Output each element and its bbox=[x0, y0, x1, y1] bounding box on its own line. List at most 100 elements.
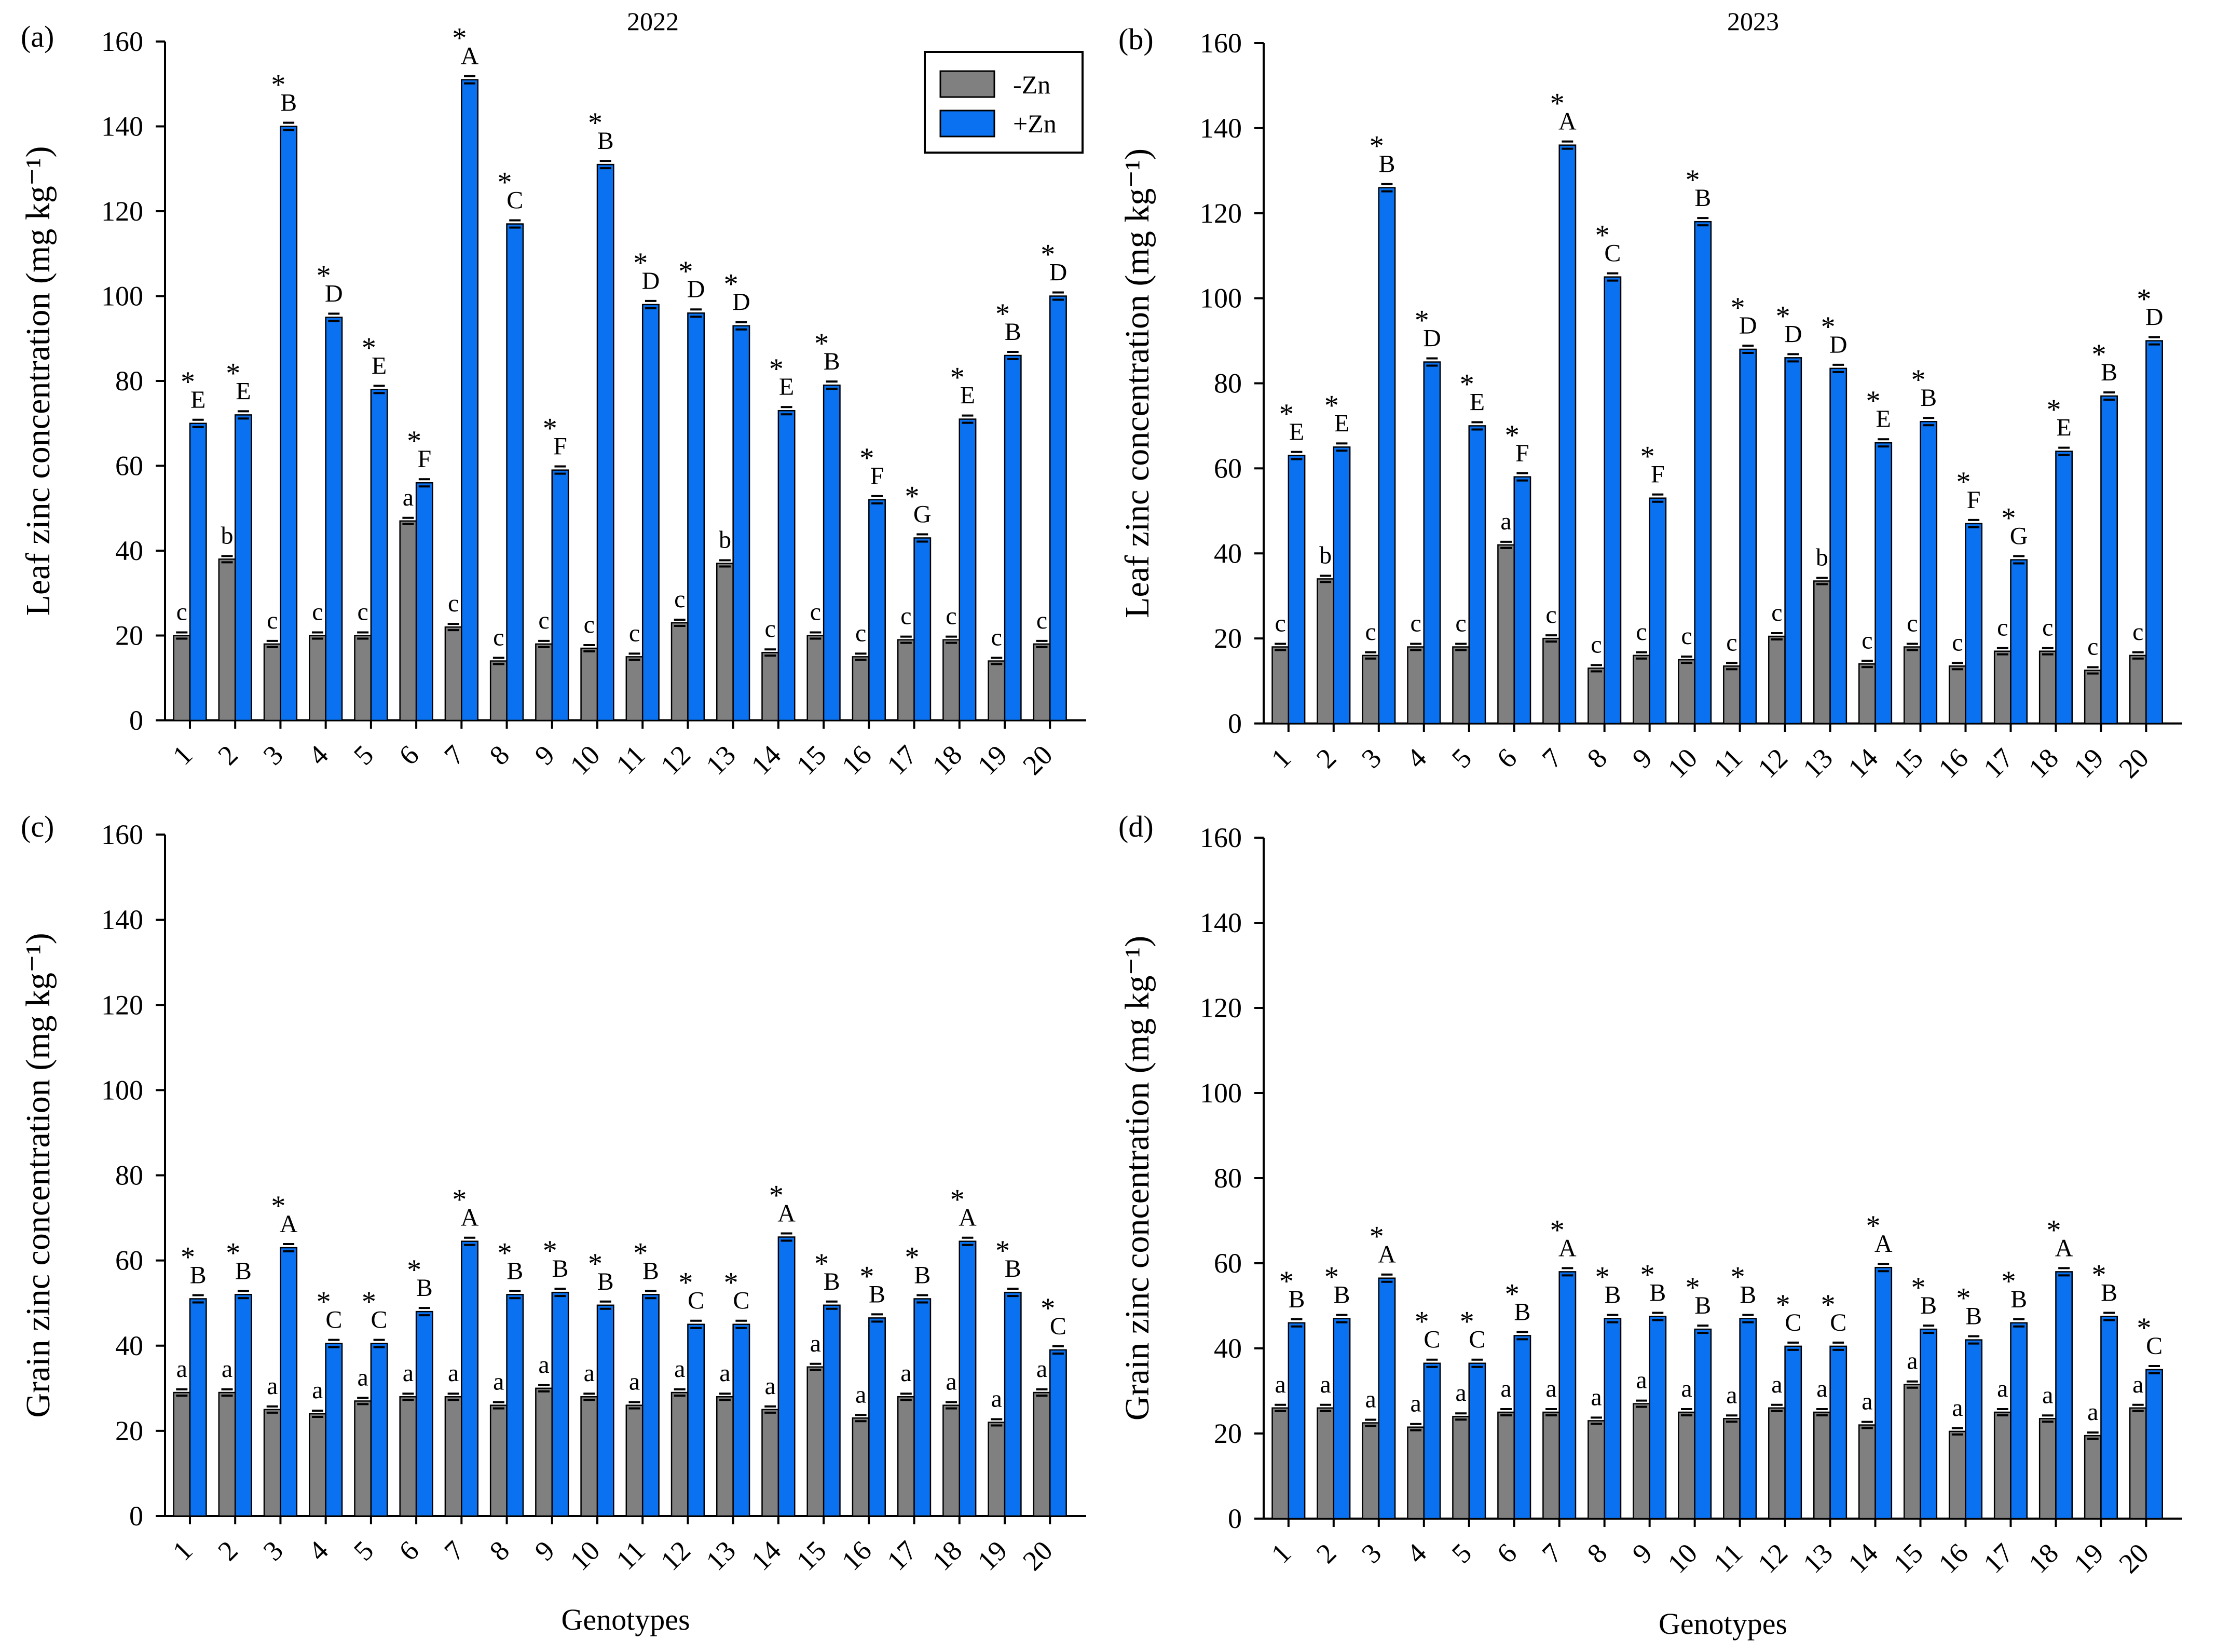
sig-label-minus-zn: c bbox=[1591, 631, 1602, 658]
sig-label-plus-zn: D bbox=[687, 276, 705, 303]
significance-star: * bbox=[1821, 1289, 1836, 1321]
significance-star: * bbox=[2001, 1265, 2016, 1298]
x-tick-label: 6 bbox=[1491, 742, 1523, 774]
sig-label-plus-zn: B bbox=[824, 1268, 840, 1295]
sig-label-plus-zn: B bbox=[642, 1257, 659, 1285]
bar-plus-zn bbox=[823, 384, 841, 721]
sig-label-plus-zn: B bbox=[190, 1261, 207, 1289]
x-tick-label: 19 bbox=[2068, 1537, 2110, 1579]
sig-label-plus-zn: E bbox=[779, 373, 794, 401]
significance-star: * bbox=[859, 442, 874, 474]
x-tick-label: 8 bbox=[1581, 742, 1613, 774]
x-tick-label: 10 bbox=[1662, 1537, 1704, 1579]
sig-label-plus-zn: B bbox=[869, 1280, 885, 1308]
y-tick-label: 60 bbox=[115, 450, 143, 482]
bar-plus-zn bbox=[461, 1240, 478, 1517]
sig-label-minus-zn: c bbox=[1636, 618, 1647, 646]
bar-minus-zn bbox=[1813, 1411, 1831, 1520]
x-tick-label: 17 bbox=[881, 739, 923, 781]
bar-minus-zn bbox=[173, 635, 191, 721]
chart-title: 2022 bbox=[627, 7, 679, 36]
sig-label-minus-zn: c bbox=[2042, 614, 2053, 641]
significance-star: * bbox=[724, 1267, 738, 1299]
bar-plus-zn bbox=[868, 1317, 886, 1517]
x-tick-label: 16 bbox=[1932, 742, 1974, 784]
bar-minus-zn bbox=[1858, 663, 1876, 725]
sig-label-minus-zn: a bbox=[176, 1355, 187, 1383]
x-tick-label: 9 bbox=[529, 739, 561, 771]
sig-label-plus-zn: A bbox=[2055, 1234, 2073, 1262]
bar-minus-zn bbox=[1271, 646, 1290, 725]
sig-label-plus-zn: A bbox=[1378, 1241, 1396, 1268]
panel-label: (c) bbox=[21, 810, 54, 843]
bar-plus-zn bbox=[1333, 446, 1351, 725]
bar-plus-zn bbox=[506, 1294, 524, 1517]
sig-label-plus-zn: B bbox=[1694, 184, 1711, 212]
bar-plus-zn bbox=[2010, 1322, 2028, 1520]
x-tick-label: 18 bbox=[2022, 742, 2064, 784]
bar-minus-zn bbox=[580, 647, 598, 721]
bar-minus-zn bbox=[1317, 578, 1335, 725]
y-tick-label: 40 bbox=[115, 535, 143, 566]
significance-star: * bbox=[1324, 389, 1339, 421]
x-tick-label: 19 bbox=[2068, 742, 2110, 784]
x-tick-label: 12 bbox=[1751, 742, 1794, 784]
significance-star: * bbox=[769, 353, 784, 385]
sig-label-minus-zn: c bbox=[900, 603, 911, 630]
bar-minus-zn bbox=[761, 651, 779, 721]
bar-plus-zn bbox=[1829, 367, 1848, 725]
significance-star: * bbox=[995, 1235, 1010, 1267]
bar-plus-zn bbox=[687, 1323, 705, 1517]
x-tick-label: 16 bbox=[836, 739, 878, 781]
x-tick-label: 20 bbox=[1017, 1535, 1059, 1577]
sig-label-minus-zn: c bbox=[1545, 601, 1556, 629]
sig-label-minus-zn: c bbox=[1952, 629, 1963, 656]
y-tick-label: 140 bbox=[101, 111, 143, 142]
y-tick-label: 80 bbox=[115, 1160, 143, 1191]
sig-label-minus-zn: c bbox=[2087, 633, 2098, 661]
sig-label-plus-zn: A bbox=[461, 1204, 479, 1232]
sig-label-plus-zn: D bbox=[1829, 331, 1848, 359]
x-tick-label: 18 bbox=[2022, 1537, 2064, 1579]
significance-star: * bbox=[1956, 466, 1971, 498]
bar-plus-zn bbox=[1558, 1271, 1577, 1520]
significance-star: * bbox=[1370, 130, 1384, 162]
sig-label-minus-zn: a bbox=[1862, 1388, 1872, 1415]
legend-label-plus-zn: +Zn bbox=[1013, 109, 1057, 138]
bar-minus-zn bbox=[1497, 1411, 1515, 1520]
bar-plus-zn bbox=[189, 422, 207, 721]
sig-label-plus-zn: D bbox=[1423, 325, 1441, 352]
sig-label-plus-zn: A bbox=[1558, 108, 1577, 135]
significance-star: * bbox=[1911, 1272, 1926, 1304]
panel-label: (a) bbox=[21, 20, 54, 53]
x-tick-label: 11 bbox=[1707, 742, 1748, 783]
sig-label-minus-zn: c bbox=[176, 598, 187, 626]
sig-label-minus-zn: a bbox=[991, 1385, 1002, 1412]
bar-minus-zn bbox=[1948, 665, 1966, 725]
significance-star: * bbox=[950, 1184, 965, 1216]
bar-plus-zn bbox=[1004, 354, 1022, 721]
sig-label-minus-zn: a bbox=[1410, 1390, 1421, 1417]
significance-star: * bbox=[317, 260, 331, 292]
sig-label-plus-zn: B bbox=[2010, 1286, 2027, 1313]
significance-star: * bbox=[814, 1248, 829, 1280]
x-tick-label: 9 bbox=[1626, 1537, 1659, 1569]
bar-minus-zn bbox=[218, 1391, 236, 1517]
bar-plus-zn bbox=[1874, 1266, 1893, 1520]
x-axis-label: Genotypes bbox=[561, 1603, 690, 1636]
bar-plus-zn bbox=[415, 482, 433, 721]
bar-minus-zn bbox=[852, 1417, 870, 1517]
sig-label-minus-zn: c bbox=[267, 607, 278, 634]
significance-star: * bbox=[588, 107, 603, 139]
bar-minus-zn bbox=[1497, 544, 1515, 725]
significance-star: * bbox=[452, 1184, 467, 1216]
x-tick-label: 19 bbox=[971, 1535, 1014, 1577]
sig-label-minus-zn: c bbox=[1907, 610, 1918, 637]
y-tick-label: 20 bbox=[115, 620, 143, 651]
bar-plus-zn bbox=[234, 414, 252, 721]
sig-label-plus-zn: C bbox=[688, 1287, 704, 1315]
bar-minus-zn bbox=[2038, 1418, 2057, 1520]
sig-label-plus-zn: E bbox=[372, 352, 387, 379]
bar-plus-zn bbox=[280, 1247, 298, 1517]
